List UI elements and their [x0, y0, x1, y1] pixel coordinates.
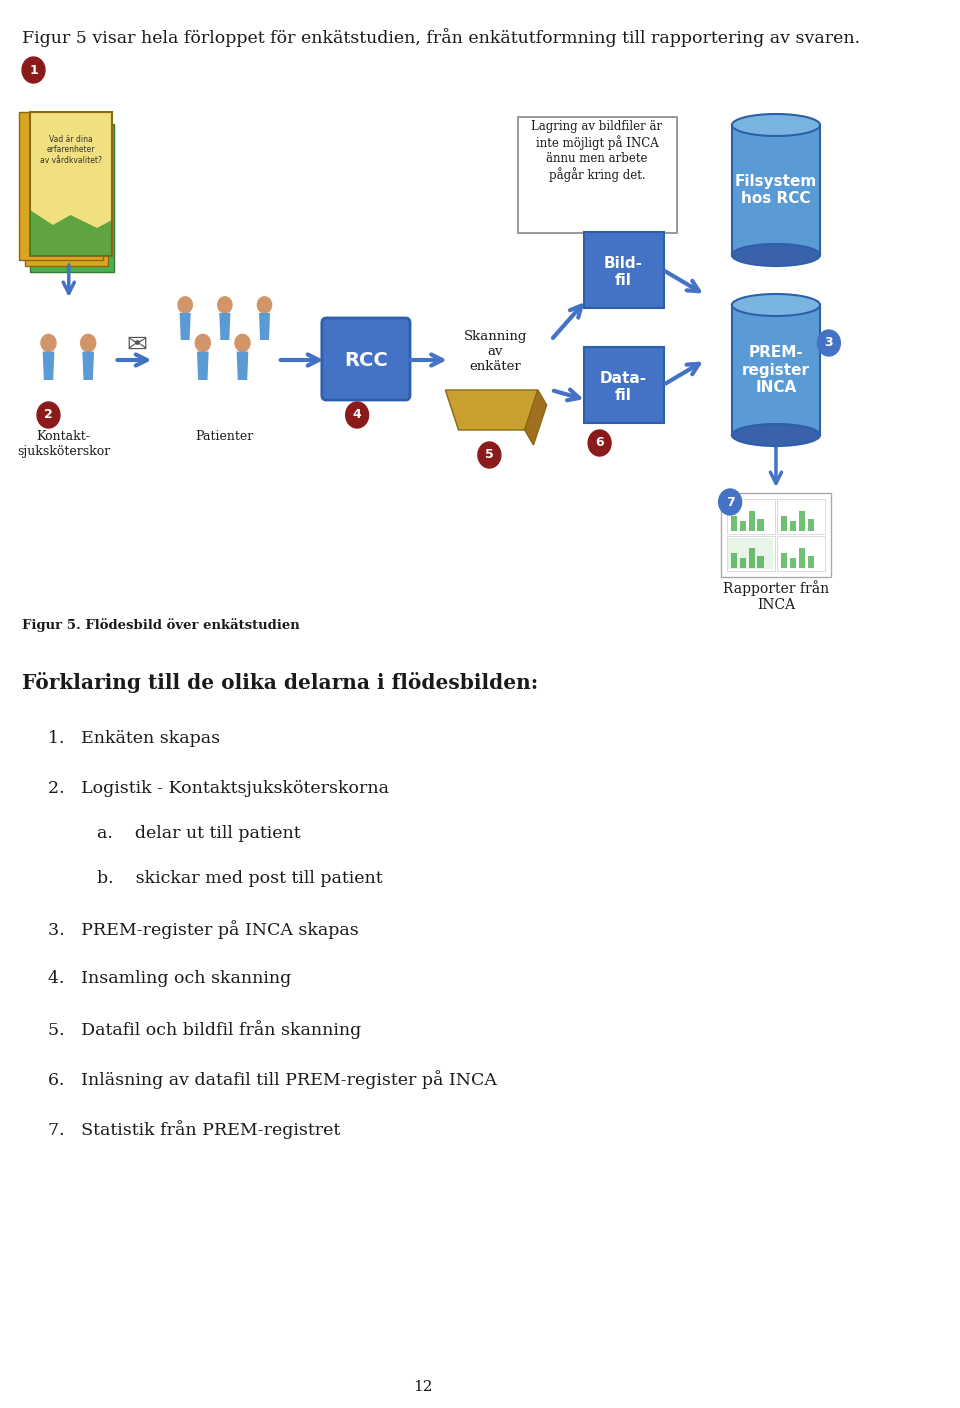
Bar — [781, 553, 787, 567]
Bar — [749, 511, 755, 531]
Bar — [757, 556, 763, 567]
Circle shape — [41, 335, 56, 352]
FancyBboxPatch shape — [584, 346, 664, 422]
Text: Kontakt-
sjuksköterskor: Kontakt- sjuksköterskor — [17, 429, 110, 458]
Text: Data-
fil: Data- fil — [600, 370, 647, 403]
Circle shape — [235, 335, 250, 352]
Text: ✉: ✉ — [126, 334, 147, 358]
Bar — [30, 124, 113, 272]
Text: 4.   Insamling och skanning: 4. Insamling och skanning — [49, 970, 292, 987]
Bar — [731, 515, 737, 531]
Bar — [740, 521, 746, 531]
FancyBboxPatch shape — [517, 117, 677, 232]
Text: Patienter: Patienter — [196, 429, 254, 444]
Text: 1: 1 — [29, 63, 37, 76]
Text: 7.   Statistik från PREM-registret: 7. Statistik från PREM-registret — [49, 1119, 341, 1139]
Ellipse shape — [732, 424, 820, 446]
Bar — [25, 118, 108, 266]
Circle shape — [346, 403, 369, 428]
Bar — [729, 538, 774, 569]
Text: Figur 5 visar hela förloppet för enkätstudien, från enkätutformning till rapport: Figur 5 visar hela förloppet för enkätst… — [22, 28, 860, 46]
Text: b.    skickar med post till patient: b. skickar med post till patient — [97, 870, 383, 887]
Polygon shape — [42, 352, 55, 380]
Polygon shape — [219, 313, 230, 339]
Circle shape — [478, 442, 501, 467]
Circle shape — [22, 56, 45, 83]
Bar — [777, 498, 826, 534]
Text: 2.   Logistik - Kontaktsjuksköterskorna: 2. Logistik - Kontaktsjuksköterskorna — [49, 780, 390, 797]
Bar — [740, 558, 746, 567]
Polygon shape — [180, 313, 191, 339]
Polygon shape — [236, 352, 249, 380]
Text: 6.   Inläsning av datafil till PREM-register på INCA: 6. Inläsning av datafil till PREM-regist… — [49, 1070, 497, 1088]
Polygon shape — [445, 390, 538, 429]
Circle shape — [218, 297, 232, 313]
Ellipse shape — [732, 294, 820, 315]
Polygon shape — [30, 210, 112, 256]
Circle shape — [817, 329, 840, 356]
Circle shape — [195, 335, 210, 352]
Text: 5: 5 — [485, 449, 493, 462]
Text: Vad är dina
erfarenheter
av vårdkvalitet?: Vad är dina erfarenheter av vårdkvalitet… — [39, 135, 102, 165]
Bar — [749, 548, 755, 567]
FancyBboxPatch shape — [322, 318, 410, 400]
Bar — [799, 511, 805, 531]
Bar — [781, 515, 787, 531]
Circle shape — [178, 297, 192, 313]
Text: Filsystem
hos RCC: Filsystem hos RCC — [734, 173, 817, 206]
Text: Rapporter från
INCA: Rapporter från INCA — [723, 580, 829, 612]
Circle shape — [588, 429, 612, 456]
Text: a.    delar ut till patient: a. delar ut till patient — [97, 825, 300, 842]
Text: 1.   Enkäten skapas: 1. Enkäten skapas — [49, 729, 221, 748]
Circle shape — [37, 403, 60, 428]
Text: Lagring av bildfiler är
inte möjligt på INCA
ännu men arbete
pågår kring det.: Lagring av bildfiler är inte möjligt på … — [532, 120, 662, 183]
Bar — [799, 548, 805, 567]
Text: Förklaring till de olika delarna i flödesbilden:: Förklaring till de olika delarna i flöde… — [22, 672, 539, 693]
Text: RCC: RCC — [344, 351, 388, 369]
Text: 3: 3 — [825, 337, 833, 349]
Polygon shape — [525, 390, 546, 445]
Bar — [732, 125, 820, 255]
Bar — [790, 558, 796, 567]
Text: Figur 5. Flödesbild över enkätstudien: Figur 5. Flödesbild över enkätstudien — [22, 618, 300, 632]
Bar — [790, 521, 796, 531]
Text: 2: 2 — [44, 408, 53, 421]
Text: Bild-
fil: Bild- fil — [604, 256, 643, 289]
Polygon shape — [83, 352, 94, 380]
Bar — [807, 556, 814, 567]
Text: Skanning
av
enkäter: Skanning av enkäter — [464, 329, 527, 373]
Text: 7: 7 — [726, 496, 734, 508]
Bar — [30, 113, 112, 256]
FancyBboxPatch shape — [721, 493, 830, 577]
Bar — [731, 553, 737, 567]
Text: 5.   Datafil och bildfil från skanning: 5. Datafil och bildfil från skanning — [49, 1019, 362, 1039]
Text: 3.   PREM-register på INCA skapas: 3. PREM-register på INCA skapas — [49, 919, 359, 939]
Bar — [727, 498, 775, 534]
Text: 4: 4 — [352, 408, 362, 421]
Circle shape — [257, 297, 272, 313]
Bar — [732, 306, 820, 435]
Circle shape — [719, 489, 741, 515]
Bar — [757, 520, 763, 531]
Bar — [777, 536, 826, 572]
Polygon shape — [259, 313, 270, 339]
Bar — [19, 113, 103, 260]
Bar — [727, 536, 775, 572]
Polygon shape — [197, 352, 208, 380]
Circle shape — [81, 335, 96, 352]
Ellipse shape — [732, 244, 820, 266]
Text: 6: 6 — [595, 436, 604, 449]
Text: 12: 12 — [414, 1380, 433, 1394]
Text: PREM-
register
INCA: PREM- register INCA — [742, 345, 810, 394]
Bar — [807, 520, 814, 531]
Ellipse shape — [732, 114, 820, 137]
FancyBboxPatch shape — [584, 232, 664, 308]
